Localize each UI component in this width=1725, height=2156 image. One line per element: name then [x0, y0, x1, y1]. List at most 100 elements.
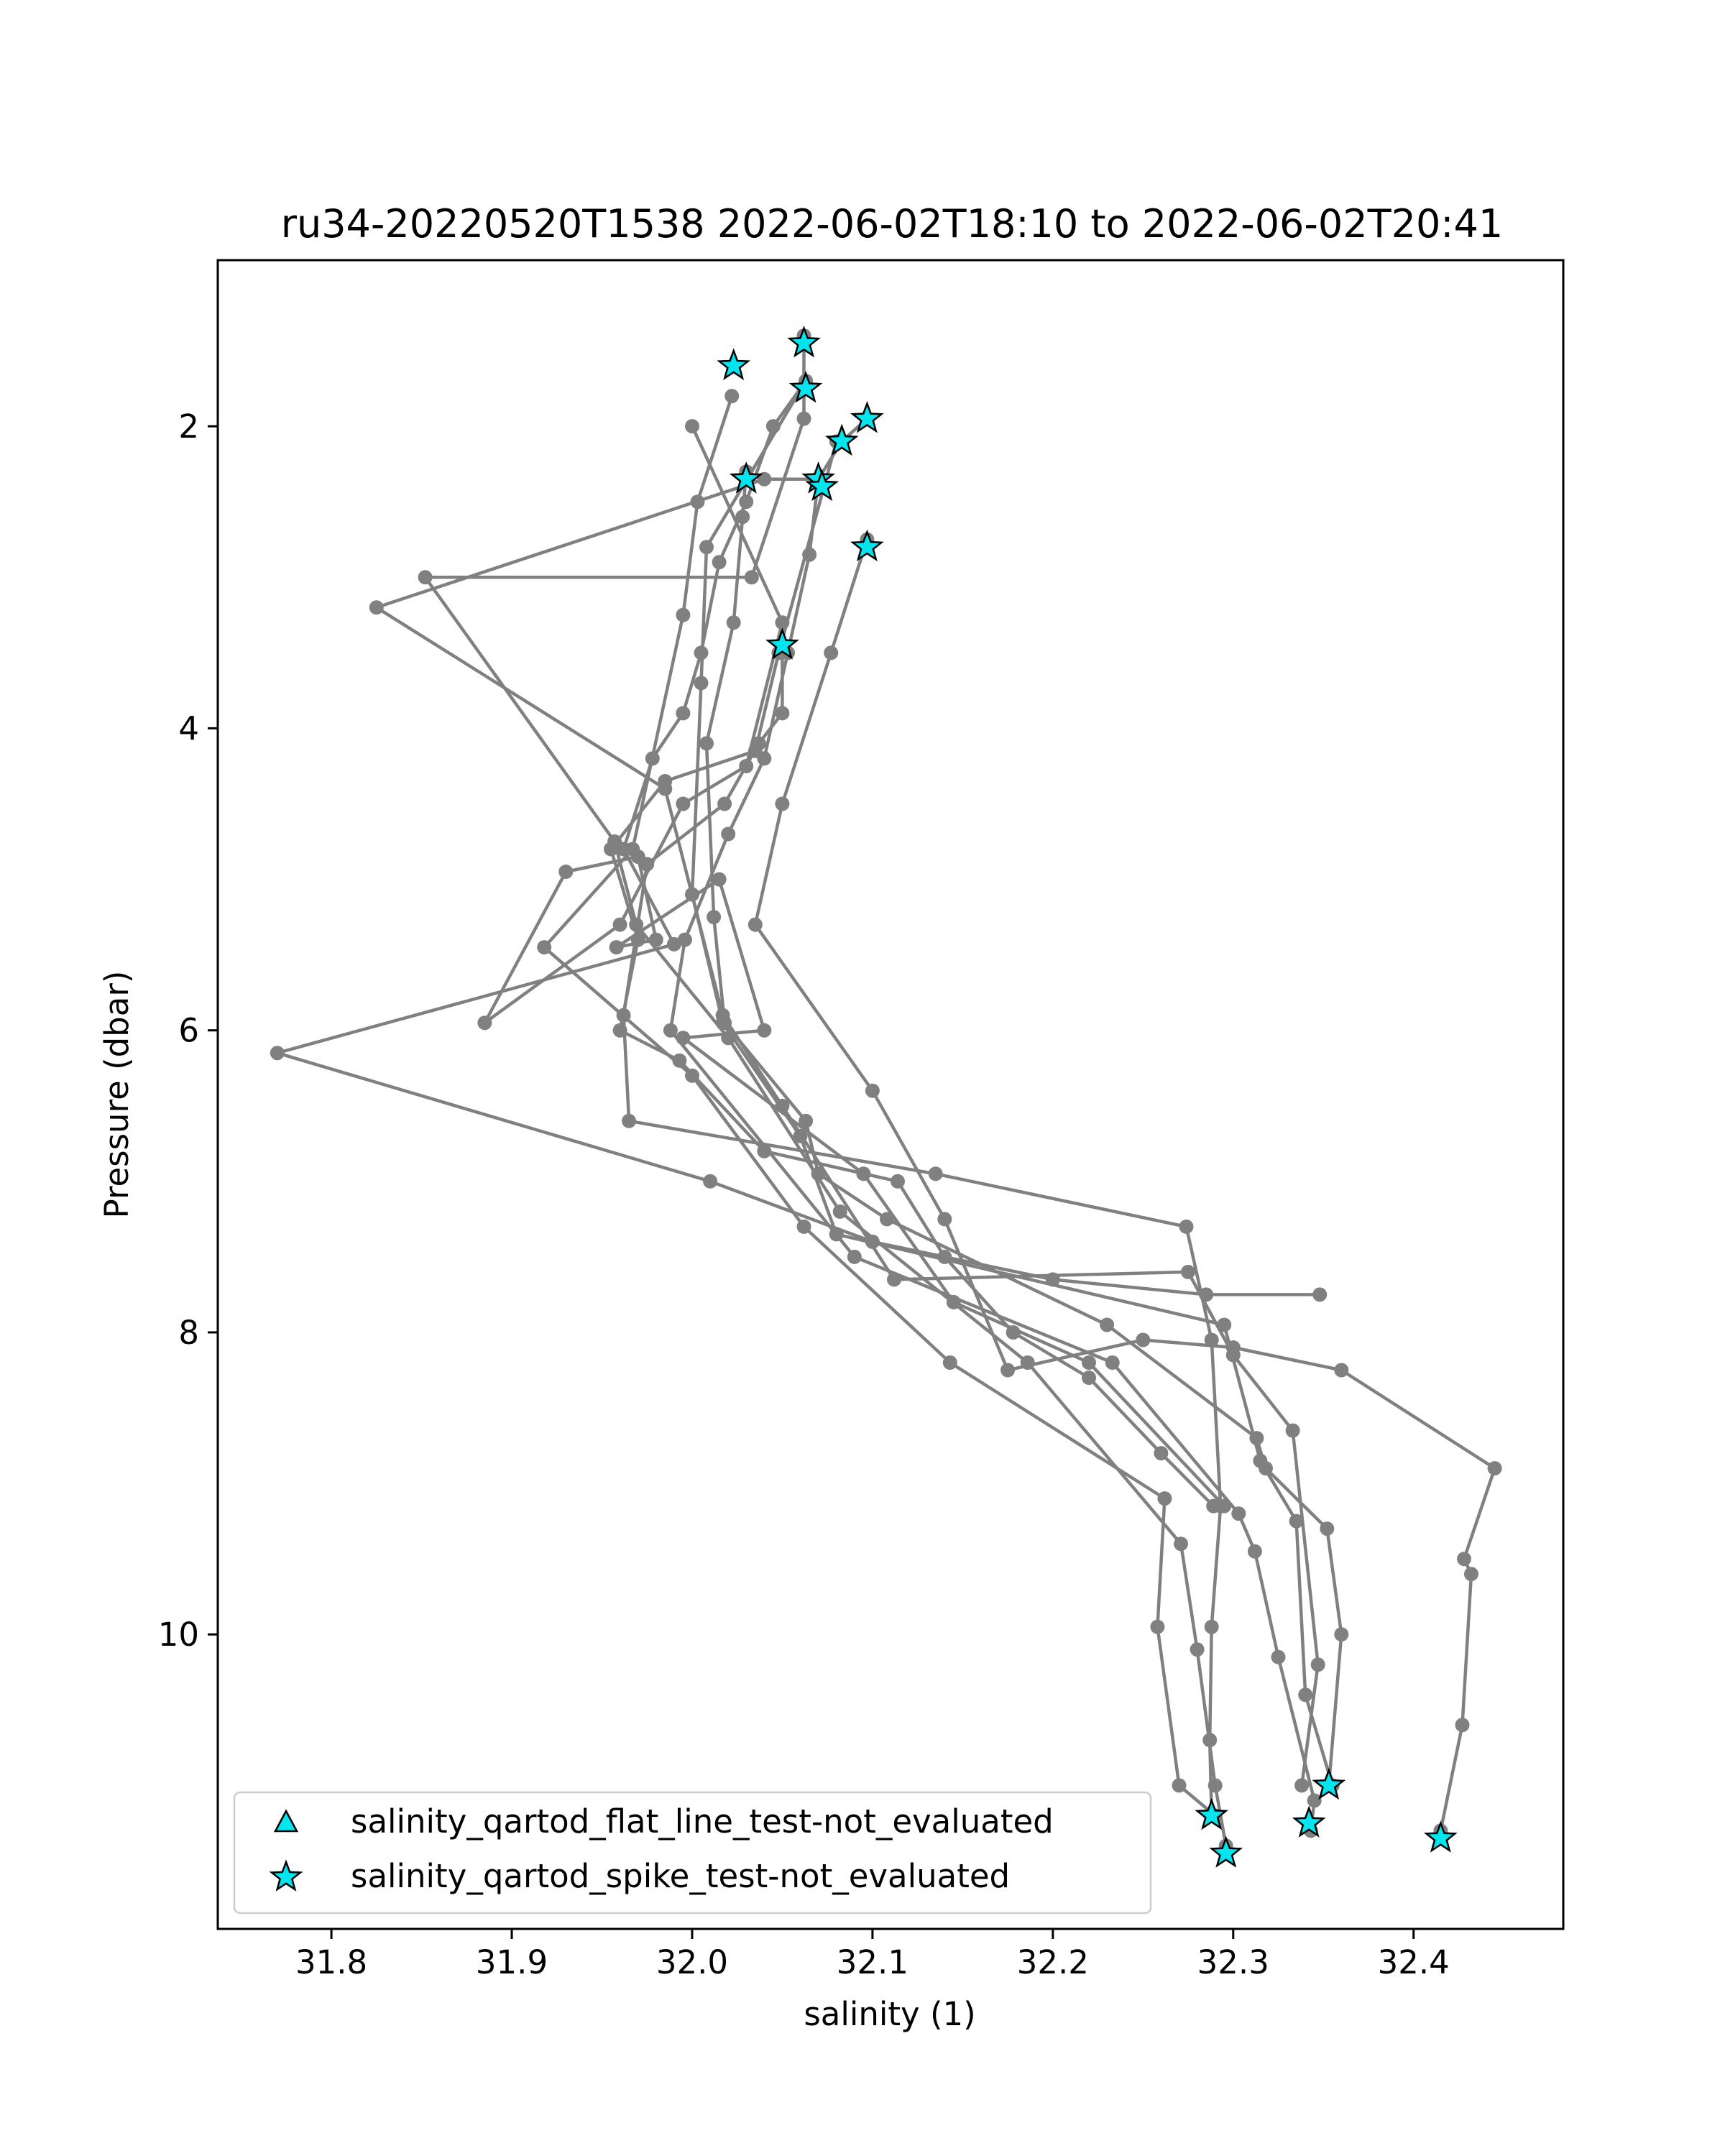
- data-point-10-5: [604, 842, 618, 857]
- axis-layer: 31.8 31.9 32.0 32.1 32.2 32.3 32.4 2 4 6 8 10: [158, 407, 1450, 1981]
- spike-test-star-marker-8: [805, 469, 840, 502]
- data-point-10-10: [891, 1174, 905, 1189]
- data-point-9-9: [648, 932, 663, 947]
- data-point-5-10: [1100, 1317, 1115, 1332]
- data-point-6-12: [1457, 1552, 1471, 1567]
- data-point-7-9: [1225, 1348, 1241, 1363]
- data-point-6-14: [1455, 1718, 1470, 1733]
- data-point-10-3: [748, 743, 763, 758]
- chart-title: ru34-20220520T1538 2022-06-02T18:10 to 2…: [281, 201, 1503, 247]
- profile-series-7: [369, 471, 1325, 1793]
- y-tick-label-1: 2: [178, 407, 199, 446]
- data-point-8-4: [717, 796, 732, 811]
- data-point-11-9: [666, 936, 681, 952]
- data-point-9-13: [676, 1031, 691, 1046]
- data-point-11-12: [865, 1234, 880, 1249]
- data-point-4-8: [677, 932, 692, 947]
- profile-line-3: [690, 379, 1334, 1787]
- data-point-2-3: [744, 570, 759, 585]
- y-tick-label-4: 8: [178, 1314, 199, 1352]
- data-point-2-8: [832, 1204, 847, 1219]
- y-tick-label-3: 6: [178, 1012, 199, 1050]
- spike-test-star-marker-3: [788, 371, 823, 403]
- data-point-8-13: [1202, 1733, 1218, 1748]
- legend-label-flat-line: salinity_qartod_flat_line_test-not_evalu…: [351, 1802, 1054, 1841]
- data-point-9-11: [712, 872, 727, 887]
- data-point-11-10: [270, 1046, 285, 1061]
- x-tick-label-6: 32.3: [1197, 1943, 1269, 1981]
- data-point-11-15: [1312, 1287, 1328, 1302]
- marker-layer: [717, 326, 1458, 1868]
- data-point-2-4: [418, 570, 433, 585]
- spike-test-star-marker-4: [850, 401, 884, 433]
- x-tick-label-5: 32.2: [1017, 1943, 1089, 1981]
- data-point-7-5: [715, 1008, 730, 1023]
- data-point-1-11: [1172, 1778, 1187, 1793]
- legend-star-shape: [269, 1859, 303, 1892]
- data-point-8-12: [1204, 1619, 1219, 1634]
- data-point-11-2: [765, 419, 781, 434]
- data-point-10-7: [612, 1023, 627, 1038]
- data-point-4-7: [721, 826, 736, 842]
- data-point-4-15: [1307, 1793, 1322, 1808]
- data-point-9-3: [739, 759, 754, 773]
- data-point-9-1: [685, 419, 699, 434]
- data-point-8-7: [622, 1113, 637, 1128]
- data-point-9-7: [558, 865, 574, 879]
- data-point-5-4: [699, 736, 714, 751]
- data-point-6-7: [1000, 1363, 1016, 1378]
- legend-label-spike: salinity_qartod_spike_test-not_evaluated: [351, 1857, 1010, 1895]
- data-point-9-10: [609, 940, 624, 955]
- data-point-5-9: [880, 1212, 894, 1227]
- data-point-3-11: [1298, 1687, 1313, 1703]
- data-point-6-10: [1334, 1363, 1349, 1378]
- data-point-4-12: [1231, 1506, 1246, 1521]
- x-tick-label-7: 32.4: [1378, 1943, 1450, 1981]
- data-point-5-11: [1249, 1431, 1264, 1446]
- spike-test-star-marker-15: [1423, 1820, 1458, 1853]
- data-point-5-7: [799, 1113, 814, 1128]
- data-point-4-9: [663, 1023, 678, 1038]
- data-point-8-8: [928, 1166, 943, 1181]
- data-point-9-8: [630, 849, 645, 864]
- data-point-1-3: [676, 607, 691, 622]
- data-point-5-14: [1334, 1627, 1349, 1642]
- data-point-10-12: [1006, 1325, 1021, 1340]
- data-point-3-3: [694, 676, 709, 691]
- data-point-5-5: [707, 910, 722, 925]
- legend-marker-star-icon: [269, 1859, 303, 1892]
- data-point-4-11: [1105, 1355, 1120, 1370]
- y-tick-label-2: 4: [178, 709, 199, 747]
- data-point-9-5: [612, 917, 627, 932]
- data-point-10-15: [1206, 1498, 1221, 1514]
- profile-series-2: [418, 328, 1233, 1853]
- x-axis-label: salinity (1): [804, 1995, 975, 2033]
- spike-test-star-marker-10: [765, 627, 799, 660]
- profile-line-4: [668, 417, 1316, 1831]
- profile-line-1: [542, 395, 1217, 1818]
- data-point-3-2: [699, 540, 714, 555]
- data-point-2-10: [1174, 1537, 1188, 1552]
- data-point-6-2: [824, 645, 839, 660]
- data-point-6-8: [1136, 1332, 1151, 1348]
- spike-test-star-marker-14: [1312, 1767, 1346, 1800]
- data-point-9-16: [1082, 1355, 1096, 1370]
- spike-test-star-marker-9: [850, 529, 884, 562]
- legend: salinity_qartod_flat_line_test-not_evalu…: [233, 1791, 1152, 1915]
- data-point-7-12: [1294, 1778, 1310, 1793]
- data-point-7-3: [369, 600, 384, 615]
- x-tick-label-4: 32.1: [837, 1943, 908, 1981]
- data-point-6-5: [865, 1083, 880, 1098]
- data-point-9-6: [477, 1015, 492, 1031]
- data-point-7-11: [1310, 1657, 1325, 1672]
- data-point-11-4: [712, 555, 727, 570]
- data-point-3-10: [1289, 1514, 1304, 1529]
- data-point-8-9: [1179, 1219, 1194, 1234]
- profile-line-7: [374, 477, 1320, 1786]
- data-point-11-8: [616, 842, 631, 857]
- data-point-7-10: [1285, 1423, 1300, 1438]
- data-point-10-6: [630, 932, 645, 947]
- data-point-10-8: [672, 1053, 687, 1068]
- data-point-1-5: [537, 940, 552, 955]
